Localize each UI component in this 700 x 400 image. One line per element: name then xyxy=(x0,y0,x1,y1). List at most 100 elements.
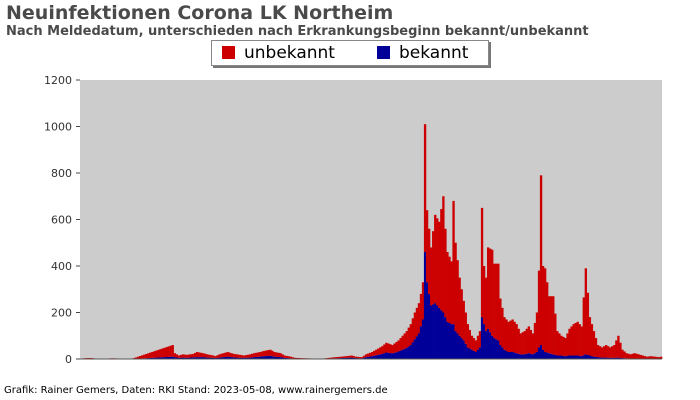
bar-unbekannt xyxy=(134,357,138,359)
bar-bekannt xyxy=(279,357,282,359)
bar-bekannt xyxy=(460,338,463,359)
bar-bekannt xyxy=(275,356,278,359)
bar-unbekannt xyxy=(511,319,514,353)
legend-label-bekannt: bekannt xyxy=(399,43,469,63)
bar-bekannt xyxy=(556,355,559,359)
bars-group xyxy=(80,124,663,360)
bar-unbekannt xyxy=(566,333,569,356)
bar-unbekannt xyxy=(183,354,187,358)
bar-unbekannt xyxy=(375,349,378,356)
bar-unbekannt xyxy=(586,292,590,355)
bar-unbekannt xyxy=(373,350,376,356)
bar-unbekannt xyxy=(605,345,608,358)
bar-unbekannt xyxy=(289,356,292,359)
bar-bekannt xyxy=(244,357,248,359)
bar-unbekannt xyxy=(427,228,431,294)
bar-bekannt xyxy=(399,350,402,359)
bar-bekannt xyxy=(442,312,445,359)
bar-bekannt xyxy=(423,252,427,359)
legend-swatch-bekannt xyxy=(377,46,390,59)
bar-unbekannt xyxy=(440,209,443,311)
bar-bekannt xyxy=(574,355,577,359)
bar-unbekannt xyxy=(379,347,382,355)
bar-unbekannt xyxy=(411,318,415,343)
bar-unbekannt xyxy=(482,266,486,325)
bar-unbekannt xyxy=(220,353,223,358)
bar-unbekannt xyxy=(198,352,201,358)
bar-bekannt xyxy=(397,351,400,359)
bar-bekannt xyxy=(582,355,585,359)
bar-unbekannt xyxy=(224,352,227,357)
bar-unbekannt xyxy=(442,196,445,313)
bar-bekannt xyxy=(240,357,244,359)
bar-unbekannt xyxy=(167,346,170,357)
bar-unbekannt xyxy=(263,350,266,357)
bar-unbekannt xyxy=(499,298,502,346)
bar-bekannt xyxy=(263,356,266,359)
bar-unbekannt xyxy=(143,354,146,359)
bar-bekannt xyxy=(383,353,386,359)
bar-unbekannt xyxy=(609,347,612,358)
bar-bekannt xyxy=(607,357,610,359)
bar-unbekannt xyxy=(173,353,176,358)
bar-bekannt xyxy=(558,355,561,359)
bar-bekannt xyxy=(368,356,372,359)
bar-bekannt xyxy=(425,282,429,359)
bar-bekannt xyxy=(533,353,537,359)
bar-unbekannt xyxy=(139,356,142,359)
bar-unbekannt xyxy=(458,277,461,336)
bar-unbekannt xyxy=(444,228,447,318)
bar-unbekannt xyxy=(543,268,547,353)
bar-bekannt xyxy=(277,356,280,359)
bar-unbekannt xyxy=(285,355,288,358)
bar-bekannt xyxy=(185,357,189,359)
bar-unbekannt xyxy=(179,354,183,358)
bar-bekannt xyxy=(409,345,412,359)
bar-bekannt xyxy=(572,355,575,359)
bar-unbekannt xyxy=(564,338,567,357)
bar-bekannt xyxy=(450,324,453,360)
bar-bekannt xyxy=(155,357,158,359)
bar-unbekannt xyxy=(326,358,329,359)
bar-unbekannt xyxy=(214,356,217,359)
bar-unbekannt xyxy=(187,354,191,358)
bar-unbekannt xyxy=(248,354,252,358)
bar-bekannt xyxy=(183,357,187,359)
bar-unbekannt xyxy=(291,357,294,359)
bar-bekannt xyxy=(195,357,199,359)
bar-bekannt xyxy=(456,333,459,359)
y-tick-label: 1200 xyxy=(44,74,72,87)
bar-bekannt xyxy=(393,352,396,359)
bar-bekannt xyxy=(543,352,547,359)
bar-bekannt xyxy=(480,317,484,359)
bar-bekannt xyxy=(273,356,276,359)
bar-unbekannt xyxy=(189,354,193,358)
bar-unbekannt xyxy=(657,357,661,359)
bar-unbekannt xyxy=(261,351,264,357)
bar-unbekannt xyxy=(147,353,150,359)
bar-bekannt xyxy=(198,357,201,359)
bar-bekannt xyxy=(265,356,268,359)
bar-unbekannt xyxy=(554,313,557,355)
bar-bekannt xyxy=(234,357,237,359)
bar-unbekannt xyxy=(393,343,396,353)
bar-bekannt xyxy=(391,353,394,359)
bar-bekannt xyxy=(476,349,480,359)
bar-bekannt xyxy=(220,357,223,359)
bar-bekannt xyxy=(517,353,520,359)
bar-bekannt xyxy=(497,340,500,359)
bar-unbekannt xyxy=(342,356,345,358)
bar-unbekannt xyxy=(653,356,657,359)
bar-unbekannt xyxy=(489,248,492,333)
bar-bekannt xyxy=(539,345,543,359)
bar-unbekannt xyxy=(497,263,500,341)
bar-bekannt xyxy=(560,355,563,359)
bar-bekannt xyxy=(187,357,191,359)
bar-bekannt xyxy=(193,357,197,359)
bar-unbekannt xyxy=(387,343,390,353)
bar-unbekannt xyxy=(613,345,616,358)
bar-unbekannt xyxy=(145,353,148,359)
bar-unbekannt xyxy=(377,348,380,355)
bar-unbekannt xyxy=(391,345,394,354)
